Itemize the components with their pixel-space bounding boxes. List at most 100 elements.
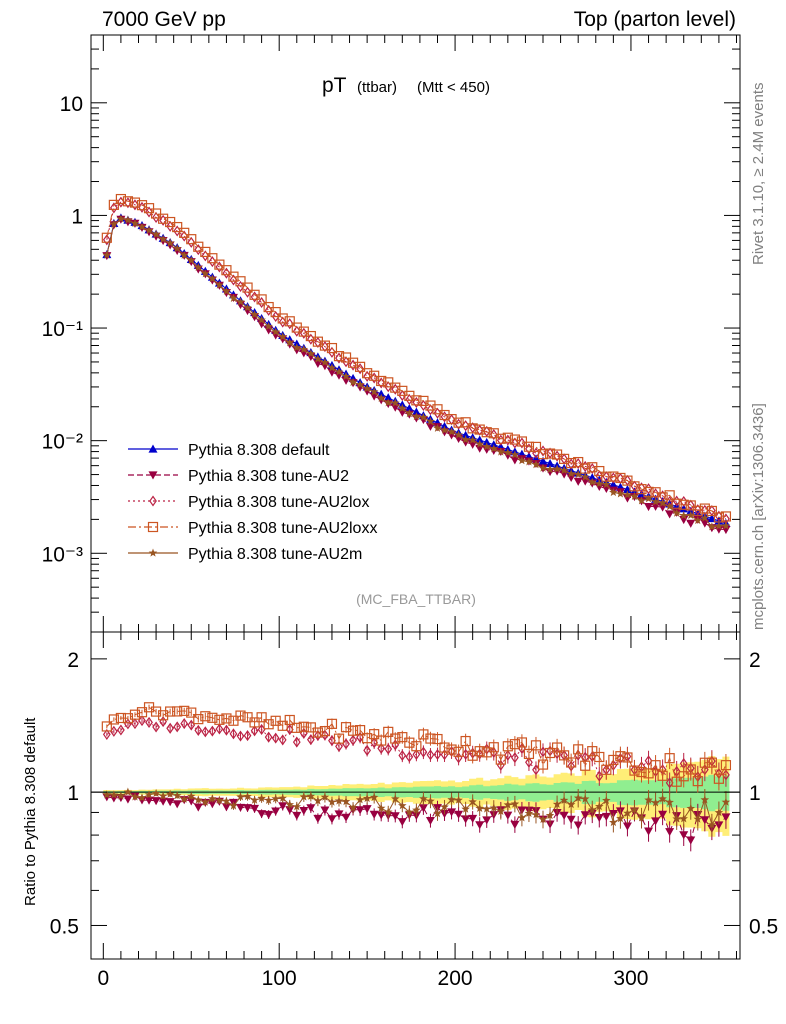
data-point-pythia-8-308-tune-au2m — [595, 479, 604, 488]
ratio-point-pythia-8-308-tune-au2 — [503, 811, 513, 820]
data-point-pythia-8-308-tune-au2 — [299, 349, 309, 358]
ratio-point-pythia-8-308-tune-au2 — [243, 804, 253, 813]
ratio-point-pythia-8-308-tune-au2m — [454, 795, 463, 804]
legend-marker — [149, 495, 157, 507]
ratio-point-pythia-8-308-tune-au2loxx — [150, 706, 162, 717]
data-point-pythia-8-308-tune-au2loxx — [235, 276, 246, 287]
ratio-point-pythia-8-308-tune-au2 — [207, 800, 217, 809]
ratio-point-pythia-8-308-tune-au2 — [475, 821, 485, 830]
ratio-point-pythia-8-308-tune-au2lox — [180, 718, 189, 730]
data-point-pythia-8-308-tune-au2m — [243, 303, 252, 312]
ratio-point-pythia-8-308-tune-au2m — [137, 793, 147, 802]
data-point-pythia-8-308-tune-au2loxx — [446, 414, 457, 425]
ratio-point-pythia-8-308-tune-au2loxx — [263, 719, 274, 730]
analysis-label: (MC_FBA_TTBAR) — [356, 591, 476, 607]
data-point-pythia-8-308-tune-au2m — [334, 367, 344, 376]
data-point-pythia-8-308-tune-au2 — [250, 313, 260, 322]
data-point-pythia-8-308-tune-au2m — [320, 357, 330, 366]
ratio-point-pythia-8-308-tune-au2m — [637, 813, 646, 822]
ratio-point-pythia-8-308-tune-au2m — [109, 790, 119, 799]
ratio-point-pythia-8-308-tune-au2m — [398, 801, 407, 810]
ratio-point-pythia-8-308-tune-au2loxx — [516, 737, 528, 748]
plot-title-sub: (ttbar) — [357, 79, 397, 96]
y-tick-label-main: 10⁻² — [42, 431, 83, 454]
ratio-point-pythia-8-308-tune-au2 — [144, 796, 154, 805]
ratio-point-pythia-8-308-tune-au2m — [257, 793, 266, 803]
ratio-point-pythia-8-308-tune-au2 — [665, 828, 675, 837]
ratio-point-pythia-8-308-tune-au2 — [172, 800, 182, 809]
ratio-point-pythia-8-308-tune-au2lox — [222, 724, 231, 736]
data-point-pythia-8-308-tune-au2m — [179, 250, 189, 259]
data-point-pythia-8-308-tune-au2loxx — [256, 294, 267, 305]
ratio-point-pythia-8-308-tune-au2loxx — [650, 760, 661, 771]
ratio-point-pythia-8-308-tune-au2loxx — [713, 773, 724, 784]
ratio-point-pythia-8-308-tune-au2loxx — [573, 744, 584, 755]
data-point-pythia-8-308-tune-au2m — [482, 442, 491, 451]
ratio-point-pythia-8-308-tune-au2m — [566, 800, 576, 809]
data-point-pythia-8-308-tune-au2loxx — [305, 330, 316, 342]
data-point-pythia-8-308-tune-au2m — [355, 380, 365, 389]
y-tick-label-main: 10⁻³ — [42, 543, 83, 566]
ratio-point-pythia-8-308-tune-au2loxx — [186, 707, 197, 718]
ratio-point-pythia-8-308-tune-au2m — [376, 803, 386, 812]
ratio-point-pythia-8-308-tune-au2loxx — [671, 776, 682, 787]
ratio-point-pythia-8-308-tune-au2lox — [243, 730, 252, 742]
data-point-pythia-8-308-tune-au2m — [151, 229, 161, 238]
legend-label: Pythia 8.308 tune-AU2m — [188, 546, 362, 563]
data-point-pythia-8-308-default — [461, 430, 471, 439]
legend-marker — [148, 471, 158, 480]
ratio-point-pythia-8-308-tune-au2loxx — [200, 711, 211, 722]
ratio-point-pythia-8-308-tune-au2loxx — [214, 714, 225, 725]
data-point-pythia-8-308-tune-au2m — [651, 497, 660, 506]
legend-label: Pythia 8.308 tune-AU2loxx — [188, 520, 377, 537]
data-point-pythia-8-308-tune-au2m — [602, 480, 611, 489]
data-point-pythia-8-308-tune-au2m — [130, 219, 140, 228]
ratio-point-pythia-8-308-tune-au2 — [686, 836, 696, 845]
ratio-point-pythia-8-308-tune-au2loxx — [587, 746, 598, 757]
ratio-point-pythia-8-308-tune-au2m — [433, 809, 442, 818]
ratio-point-pythia-8-308-tune-au2m — [320, 792, 330, 801]
ratio-point-pythia-8-308-tune-au2m — [644, 795, 653, 804]
ratio-point-pythia-8-308-tune-au2m — [693, 814, 703, 823]
ratio-point-pythia-8-308-tune-au2m — [602, 796, 611, 805]
legend: Pythia 8.308 default Pythia 8.308 tune-AU… — [128, 442, 377, 563]
main-series-group — [101, 193, 732, 535]
ratio-point-pythia-8-308-tune-au2loxx — [326, 718, 338, 729]
ratio-point-pythia-8-308-tune-au2 — [292, 811, 302, 821]
data-point-pythia-8-308-tune-au2m — [517, 456, 527, 465]
ratio-point-pythia-8-308-tune-au2loxx — [115, 712, 126, 724]
ratio-point-pythia-8-308-tune-au2loxx — [319, 725, 331, 737]
data-point-pythia-8-308-tune-au2m — [250, 310, 259, 319]
ratio-point-pythia-8-308-tune-au2loxx — [277, 720, 288, 731]
data-point-pythia-8-308-tune-au2 — [665, 510, 675, 519]
data-point-pythia-8-308-tune-au2m — [566, 469, 576, 478]
ratio-point-pythia-8-308-tune-au2m — [426, 796, 435, 805]
ratio-point-pythia-8-308-tune-au2m — [496, 806, 506, 815]
ratio-point-pythia-8-308-tune-au2loxx — [439, 742, 450, 753]
data-point-pythia-8-308-tune-au2m — [503, 448, 513, 457]
data-point-pythia-8-308-tune-au2loxx — [101, 232, 112, 243]
data-point-pythia-8-308-tune-au2loxx — [390, 382, 401, 393]
data-point-pythia-8-308-tune-au2m — [433, 423, 442, 432]
ratio-point-pythia-8-308-tune-au2 — [102, 793, 112, 802]
ratio-point-pythia-8-308-tune-au2m — [250, 795, 259, 804]
data-point-pythia-8-308-tune-au2m — [630, 491, 639, 500]
ratio-point-pythia-8-308-tune-au2lox — [166, 722, 175, 734]
data-point-pythia-8-308-tune-au2 — [418, 416, 428, 425]
ratio-point-pythia-8-308-tune-au2loxx — [636, 766, 647, 778]
ratio-point-pythia-8-308-tune-au2loxx — [165, 706, 176, 717]
data-point-pythia-8-308-default — [404, 403, 414, 413]
data-point-pythia-8-308-tune-au2loxx — [622, 475, 633, 486]
ratio-point-pythia-8-308-tune-au2 — [482, 816, 492, 825]
ratio-point-pythia-8-308-tune-au2lox — [264, 731, 273, 743]
ratio-point-pythia-8-308-tune-au2m — [531, 810, 541, 819]
data-point-pythia-8-308-tune-au2m — [545, 465, 555, 474]
ratio-point-pythia-8-308-tune-au2lox — [349, 734, 357, 746]
ratio-point-pythia-8-308-tune-au2loxx — [544, 747, 556, 759]
y-tick-label-main: 10⁻¹ — [42, 318, 83, 341]
ratio-point-pythia-8-308-tune-au2 — [193, 803, 203, 812]
ratio-point-pythia-8-308-tune-au2m — [651, 798, 660, 807]
data-point-pythia-8-308-tune-au2loxx — [720, 511, 732, 522]
data-point-pythia-8-308-tune-au2loxx — [615, 472, 626, 484]
data-point-pythia-8-308-tune-au2loxx — [530, 441, 542, 453]
